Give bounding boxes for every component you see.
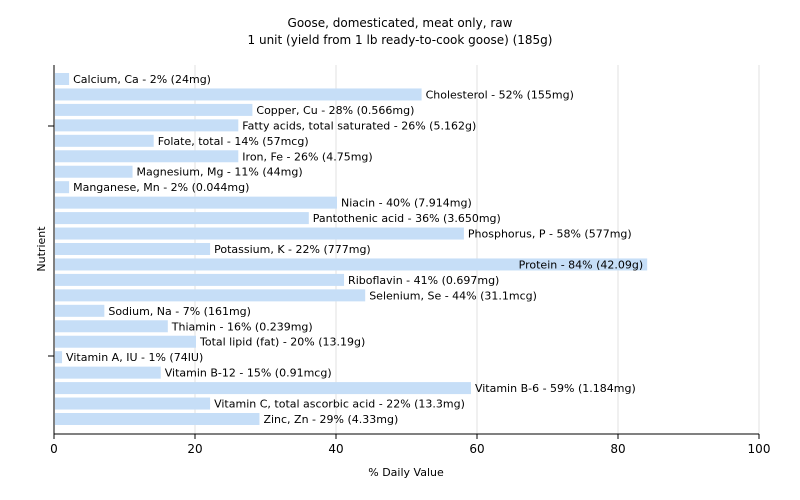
bar-label: Vitamin B-12 - 15% (0.91mcg)	[165, 367, 332, 380]
bar	[55, 134, 154, 147]
bar	[55, 320, 168, 333]
bar-label: Magnesium, Mg - 11% (44mg)	[137, 166, 303, 179]
bar	[55, 243, 211, 255]
bar-label: Protein - 84% (42.09g)	[519, 258, 644, 271]
bar-label: Iron, Fe - 26% (4.75mg)	[242, 150, 372, 163]
bar-label: Copper, Cu - 28% (0.566mg)	[256, 104, 414, 117]
bar-label: Vitamin A, IU - 1% (74IU)	[66, 351, 203, 364]
x-tick-label: 20	[187, 442, 202, 456]
bar-label: Selenium, Se - 44% (31.1mcg)	[369, 289, 537, 302]
x-tick-label: 60	[469, 442, 484, 456]
bar	[55, 196, 337, 209]
bar	[55, 119, 239, 132]
bar-label: Niacin - 40% (7.914mg)	[341, 197, 472, 210]
y-axis-label: Nutrient	[35, 226, 48, 272]
bar	[55, 335, 196, 348]
bar	[55, 366, 161, 379]
bar	[55, 413, 260, 425]
bar	[55, 73, 70, 85]
gridlines	[194, 65, 760, 434]
bar	[55, 212, 309, 225]
bar	[55, 165, 133, 178]
bar-label: Thiamin - 16% (0.239mg)	[171, 320, 313, 333]
bar-label: Sodium, Na - 7% (161mg)	[108, 305, 251, 318]
chart-subtitle: 1 unit (yield from 1 lb ready-to-cook go…	[248, 33, 553, 47]
x-tick-label: 40	[328, 442, 343, 456]
x-tick-label: 80	[610, 442, 625, 456]
bar-label: Vitamin C, total ascorbic acid - 22% (13…	[214, 398, 465, 411]
bar	[55, 289, 366, 302]
bars: Calcium, Ca - 2% (24mg) Cholesterol - 52%…	[55, 73, 648, 426]
bar	[55, 304, 105, 317]
bar	[55, 88, 422, 101]
bar-label: Vitamin B-6 - 59% (1.184mg)	[475, 382, 636, 395]
bar	[55, 273, 345, 286]
axes	[48, 65, 759, 435]
bar-label: Total lipid (fat) - 20% (13.19g)	[199, 336, 365, 349]
bar-label: Zinc, Zn - 29% (4.33mg)	[263, 413, 398, 426]
bar-label: Riboflavin - 41% (0.697mg)	[348, 274, 499, 287]
bar	[55, 397, 211, 410]
bar-label: Folate, total - 14% (57mcg)	[158, 135, 309, 148]
bar-label: Phosphorus, P - 58% (577mg)	[468, 228, 632, 241]
bar	[55, 103, 253, 116]
bar	[55, 181, 70, 194]
x-tick-label: 0	[50, 442, 58, 456]
bar-label: Potassium, K - 22% (777mg)	[214, 243, 371, 256]
x-axis-label: % Daily Value	[368, 466, 444, 479]
bar-label: Pantothenic acid - 36% (3.650mg)	[313, 212, 501, 225]
bar-label: Cholesterol - 52% (155mg)	[426, 88, 574, 101]
bar-label: Fatty acids, total saturated - 26% (5.16…	[242, 119, 476, 132]
bar-label: Manganese, Mn - 2% (0.044mg)	[73, 181, 249, 194]
bar-label: Calcium, Ca - 2% (24mg)	[73, 73, 211, 86]
x-tick-label: 100	[748, 442, 771, 456]
x-ticks: 0 20 40 60 80 100	[50, 434, 770, 456]
bar	[55, 227, 464, 240]
bar	[55, 351, 63, 364]
chart-title: Goose, domesticated, meat only, raw	[288, 16, 513, 30]
bar	[55, 258, 648, 271]
bar	[55, 150, 239, 163]
bar	[55, 382, 471, 395]
